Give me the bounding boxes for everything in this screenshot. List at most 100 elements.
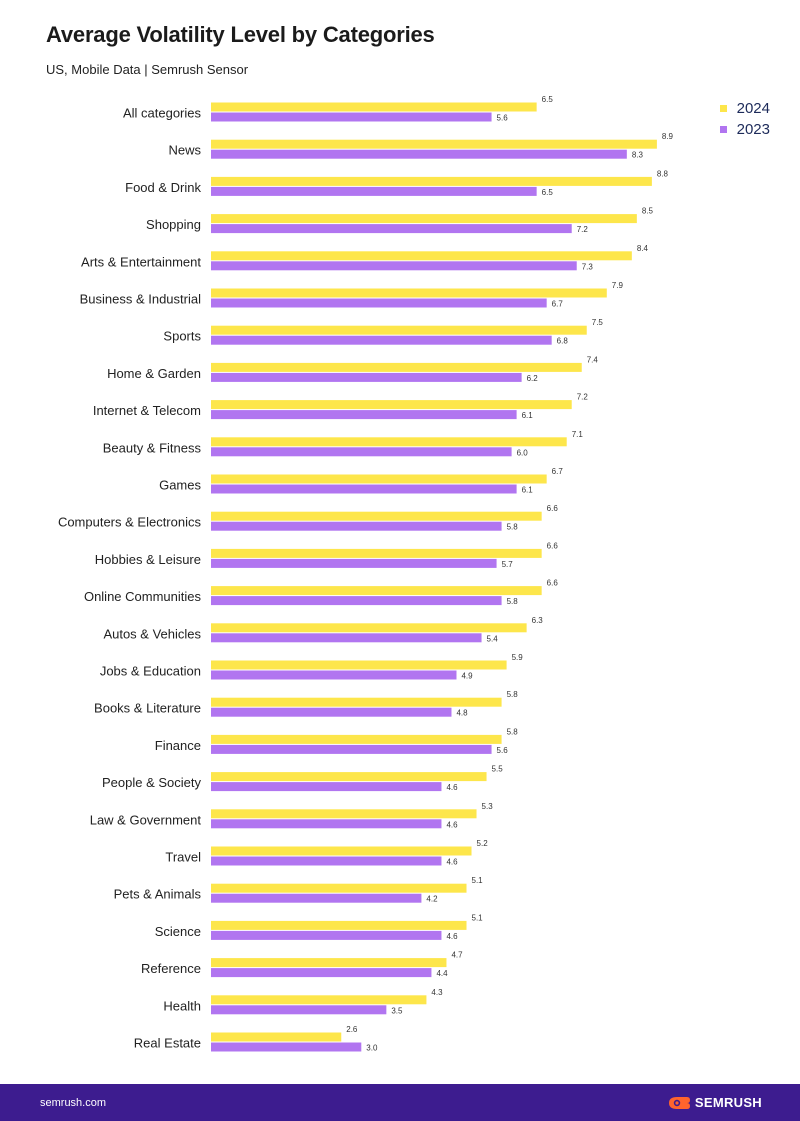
value-label-2024-hobbies-and-leisure: 6.6 [547,541,559,550]
value-label-2024-shopping: 8.5 [642,207,654,216]
bar-2023-health [211,1005,387,1015]
value-label-2023-health: 3.5 [391,1006,403,1015]
value-label-2023-computers-and-electronics: 5.8 [507,523,519,532]
bar-2024-food-and-drink [211,176,652,186]
value-label-2024-games: 6.7 [552,467,564,476]
bar-2023-food-and-drink [211,186,537,196]
bar-2023-computers-and-electronics [211,521,502,531]
value-label-2023-pets-and-animals: 4.2 [426,895,438,904]
value-label-2024-internet-and-telecom: 7.2 [577,393,589,402]
category-label-pets-and-animals: Pets & Animals [114,887,202,902]
value-label-2023-all-categories: 5.6 [497,114,509,123]
value-label-2024-all-categories: 6.5 [542,95,554,104]
value-label-2023-news: 8.3 [632,151,644,160]
value-label-2023-home-and-garden: 6.2 [527,374,539,383]
value-label-2023-sports: 6.8 [557,337,569,346]
value-label-2024-health: 4.3 [431,988,443,997]
bar-2024-autos-and-vehicles [211,623,527,633]
bar-2024-sports [211,325,587,335]
value-label-2024-science: 5.1 [472,913,484,922]
category-label-games: Games [159,478,201,493]
value-label-2023-books-and-literature: 4.8 [456,709,468,718]
value-label-2023-people-and-society: 4.6 [446,783,458,792]
value-label-2024-computers-and-electronics: 6.6 [547,504,559,513]
category-label-arts-and-entertainment: Arts & Entertainment [81,254,201,269]
bar-2024-all-categories [211,102,537,112]
chart-subtitle: US, Mobile Data | Semrush Sensor [46,62,249,77]
category-label-reference: Reference [141,961,201,976]
bar-2024-internet-and-telecom [211,400,572,410]
category-label-health: Health [163,998,201,1013]
value-label-2023-business-and-industrial: 6.7 [552,300,564,309]
bar-2023-law-and-government [211,819,442,829]
value-label-2023-real-estate: 3.0 [366,1044,378,1053]
value-label-2023-internet-and-telecom: 6.1 [522,411,534,420]
bar-2024-games [211,474,547,484]
chart-title: Average Volatility Level by Categories [46,22,435,47]
value-label-2023-arts-and-entertainment: 7.3 [582,262,594,271]
bar-2024-science [211,920,467,930]
category-label-autos-and-vehicles: Autos & Vehicles [103,626,201,641]
legend-swatch-2024 [719,105,727,112]
bar-2023-travel [211,856,442,866]
bar-2023-shopping [211,224,572,234]
value-label-2024-reference: 4.7 [451,951,463,960]
bar-2023-real-estate [211,1042,362,1052]
bar-2023-autos-and-vehicles [211,633,482,643]
bar-2023-news [211,149,627,159]
value-label-2024-autos-and-vehicles: 6.3 [532,616,544,625]
value-label-2023-travel: 4.6 [446,858,458,867]
legend-item-2024: 2024 [719,100,770,117]
category-label-home-and-garden: Home & Garden [107,366,201,381]
value-label-2024-jobs-and-education: 5.9 [512,653,524,662]
bar-2024-pets-and-animals [211,883,467,893]
category-label-shopping: Shopping [146,217,201,232]
value-label-2024-law-and-government: 5.3 [482,802,494,811]
category-label-science: Science [155,924,201,939]
value-label-2024-news: 8.9 [662,132,674,141]
semrush-flame-icon [668,1096,690,1109]
value-label-2023-science: 4.6 [446,932,458,941]
bar-2023-business-and-industrial [211,298,547,308]
bar-2023-online-communities [211,596,502,606]
bar-2023-hobbies-and-leisure [211,558,497,568]
bar-2024-computers-and-electronics [211,511,542,521]
bar-2024-books-and-literature [211,697,502,707]
bar-2023-internet-and-telecom [211,410,517,420]
legend: 2024 2023 [719,100,770,138]
bar-2024-shopping [211,214,637,224]
bar-2024-news [211,139,657,149]
value-label-2024-real-estate: 2.6 [346,1025,358,1034]
value-label-2023-shopping: 7.2 [577,225,589,234]
value-label-2024-finance: 5.8 [507,727,519,736]
bar-2023-sports [211,335,552,345]
value-label-2024-travel: 5.2 [477,839,489,848]
category-label-computers-and-electronics: Computers & Electronics [58,515,202,530]
category-label-travel: Travel [165,850,201,865]
category-label-law-and-government: Law & Government [90,812,202,827]
category-label-internet-and-telecom: Internet & Telecom [93,403,201,418]
value-label-2023-law-and-government: 4.6 [446,820,458,829]
value-label-2024-online-communities: 6.6 [547,579,559,588]
bar-2023-pets-and-animals [211,893,422,903]
value-label-2023-autos-and-vehicles: 5.4 [487,634,499,643]
bar-2023-science [211,930,442,940]
bar-2024-arts-and-entertainment [211,251,632,261]
value-label-2024-business-and-industrial: 7.9 [612,281,624,290]
value-label-2023-hobbies-and-leisure: 5.7 [502,560,514,569]
legend-swatch-2023 [719,126,727,133]
category-label-books-and-literature: Books & Literature [94,701,201,716]
value-label-2024-beauty-and-fitness: 7.1 [572,430,584,439]
value-label-2024-food-and-drink: 8.8 [657,169,669,178]
footer-site-link[interactable]: semrush.com [40,1096,107,1109]
category-label-finance: Finance [155,738,201,753]
bar-2023-all-categories [211,112,492,122]
legend-label-2024: 2024 [736,100,770,117]
bar-2024-people-and-society [211,772,487,782]
bar-2023-people-and-society [211,782,442,792]
bar-2023-jobs-and-education [211,670,457,680]
semrush-logo: SEMRUSH [667,1095,762,1110]
bar-2024-law-and-government [211,809,477,819]
category-label-news: News [168,143,201,158]
value-label-2023-online-communities: 5.8 [507,597,519,606]
